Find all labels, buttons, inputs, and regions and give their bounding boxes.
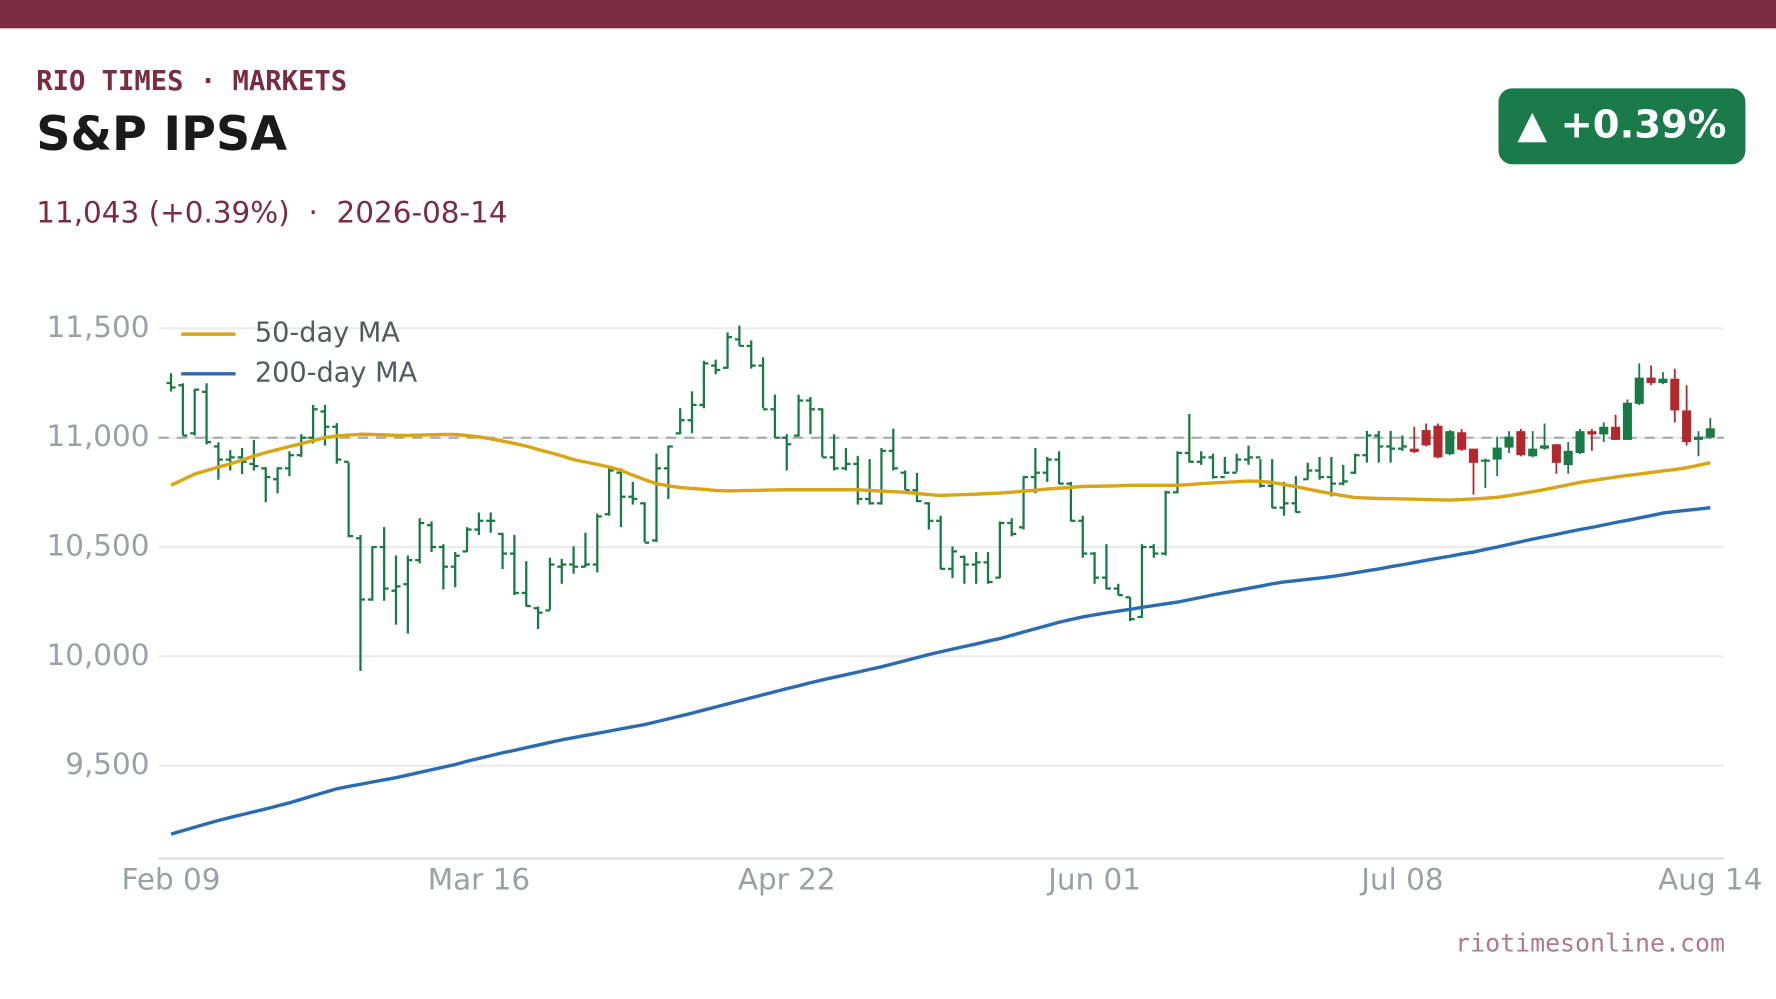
- x-tick-label: Jul 08: [1359, 863, 1443, 897]
- candle-body: [1682, 410, 1692, 443]
- candle-body: [1504, 436, 1514, 448]
- candle-body: [1480, 459, 1490, 462]
- candle-body: [1551, 444, 1561, 463]
- candle-body: [1670, 378, 1680, 411]
- subtitle: 11,043 (+0.39%) · 2026-08-14: [36, 196, 507, 230]
- y-tick-label: 9,500: [65, 747, 149, 781]
- badge-text: ▲ +0.39%: [1518, 102, 1727, 147]
- candle-body: [1409, 448, 1419, 452]
- x-tick-label: Feb 09: [122, 863, 221, 897]
- plot: 9,500 10,000 10,500 11,000 11,500 Feb 09 Mar 1…: [46, 310, 1762, 897]
- ma-line: [170, 505, 1711, 836]
- candle-body: [1622, 402, 1632, 440]
- x-tick-label: Mar 16: [428, 863, 530, 897]
- x-tick-label: Apr 22: [738, 863, 836, 897]
- legend-label: 50-day MA: [255, 318, 400, 349]
- candle-body: [1433, 425, 1443, 458]
- title: S&P IPSA: [36, 107, 287, 162]
- footer: riotimesonline.com: [1455, 929, 1725, 958]
- candle-body: [1528, 448, 1538, 457]
- candle-body: [1634, 377, 1644, 404]
- brand: RIO TIMES · MARKETS: [36, 66, 347, 97]
- candle-body: [1540, 445, 1550, 449]
- candle-body: [1646, 377, 1656, 384]
- candle-body: [1705, 428, 1715, 438]
- ma-line: [170, 432, 1711, 502]
- candle-body: [1599, 426, 1609, 435]
- top-bar: [0, 0, 1776, 29]
- candle-body: [1693, 436, 1703, 440]
- candle-body: [1492, 447, 1502, 460]
- y-tick-label: 11,500: [46, 310, 149, 344]
- candle-body: [1445, 431, 1455, 455]
- candle-body: [1587, 431, 1597, 435]
- badge: [1498, 88, 1746, 165]
- candle-body: [1468, 448, 1479, 463]
- x-tick-label: Aug 14: [1658, 863, 1762, 897]
- candle-body: [1658, 378, 1668, 384]
- y-tick-label: 10,000: [46, 638, 149, 672]
- candle-body: [1563, 450, 1573, 466]
- y-tick-label: 10,500: [46, 529, 149, 563]
- y-tick-label: 11,000: [46, 419, 149, 453]
- candle-body: [1575, 431, 1585, 454]
- candle-body: [1421, 430, 1431, 446]
- candle-body: [1516, 431, 1526, 456]
- legend-label: 200-day MA: [255, 357, 418, 388]
- candle-body: [1611, 426, 1621, 440]
- candle-body: [1457, 432, 1467, 450]
- x-tick-label: Jun 01: [1046, 863, 1141, 897]
